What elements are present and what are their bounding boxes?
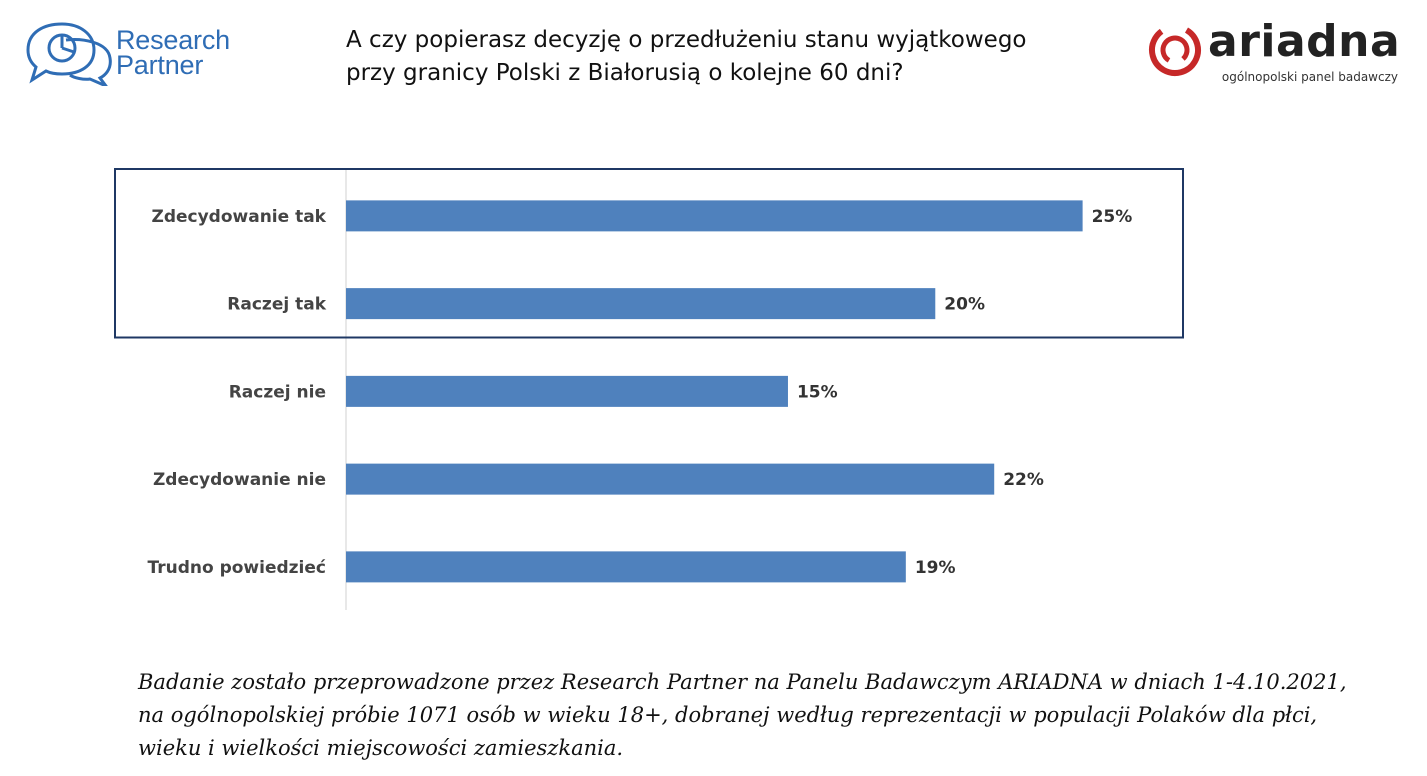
bar (346, 551, 906, 583)
ariadna-logo: ariadna ogólnopolski panel badawczy (1148, 16, 1408, 92)
category-label: Zdecydowanie nie (153, 470, 326, 490)
ariadna-spiral-icon (1149, 24, 1201, 76)
speech-bubble-chart-icon (26, 22, 112, 86)
chart-title: A czy popierasz decyzję o przedłużeniu s… (346, 27, 1027, 86)
category-label: Raczej nie (229, 382, 326, 402)
value-label: 25% (1092, 207, 1133, 227)
value-label: 20% (944, 295, 985, 315)
bar (346, 375, 788, 407)
bar (346, 200, 1083, 232)
value-label: 19% (915, 558, 956, 578)
logo-text-line1: Research (116, 25, 230, 55)
category-label: Trudno powiedzieć (148, 558, 327, 578)
bar (346, 288, 936, 320)
highlight-box (114, 168, 1184, 339)
category-label: Raczej tak (227, 295, 326, 315)
research-partner-logo: Research Partner (22, 20, 252, 90)
value-label: 15% (797, 382, 838, 402)
category-label: Zdecydowanie tak (152, 207, 327, 227)
methodology-note: Badanie zostało przeprowadzone przez Res… (138, 670, 1347, 760)
ariadna-subtitle: ogólnopolski panel badawczy (1221, 70, 1398, 84)
logo-text-line2: Partner (116, 50, 204, 80)
ariadna-wordmark: ariadna (1208, 16, 1401, 67)
bar (346, 463, 995, 495)
value-label: 22% (1003, 470, 1044, 490)
